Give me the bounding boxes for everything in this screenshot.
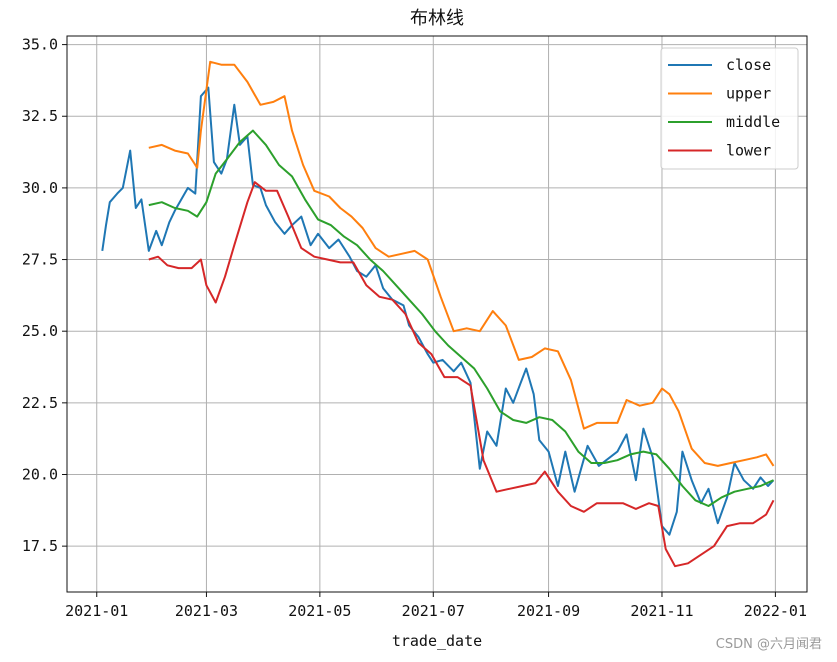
y-tick-label: 17.5 [22, 537, 58, 555]
series-lines [101, 60, 775, 568]
x-tick-label: 2021-07 [402, 602, 465, 620]
y-tick-label: 20.0 [22, 465, 58, 483]
legend-label-upper: upper [726, 85, 771, 103]
y-tick-label: 22.5 [22, 394, 58, 412]
legend-label-lower: lower [726, 142, 771, 160]
axis-ticks: 2021-01 2021-03 2021-05 2021-07 2021-09 2021-… [22, 36, 807, 620]
series-line-lower [148, 181, 775, 568]
grid-lines [67, 36, 807, 592]
series-line-middle [148, 129, 774, 507]
x-tick-label: 2022-01 [744, 602, 807, 620]
y-tick-label: 25.0 [22, 322, 58, 340]
watermark-text: CSDN @六月闻君 [716, 637, 822, 652]
x-tick-label: 2021-01 [65, 602, 128, 620]
y-tick-label: 35.0 [22, 36, 58, 54]
legend-label-middle: middle [726, 113, 780, 131]
y-tick-label: 27.5 [22, 251, 58, 269]
x-tick-label: 2021-05 [288, 602, 351, 620]
legend: close upper middle lower [660, 47, 799, 170]
series-line-upper [148, 60, 775, 467]
chart-title: 布林线 [410, 8, 464, 29]
legend-frame [660, 47, 799, 170]
x-tick-label: 2021-11 [630, 602, 693, 620]
x-tick-label: 2021-03 [175, 602, 238, 620]
plot-frame [66, 35, 808, 593]
x-axis-label: trade_date [392, 632, 482, 650]
y-tick-label: 32.5 [22, 107, 58, 125]
y-tick-label: 30.0 [22, 179, 58, 197]
legend-label-close: close [726, 56, 771, 74]
x-tick-label: 2021-09 [517, 602, 580, 620]
